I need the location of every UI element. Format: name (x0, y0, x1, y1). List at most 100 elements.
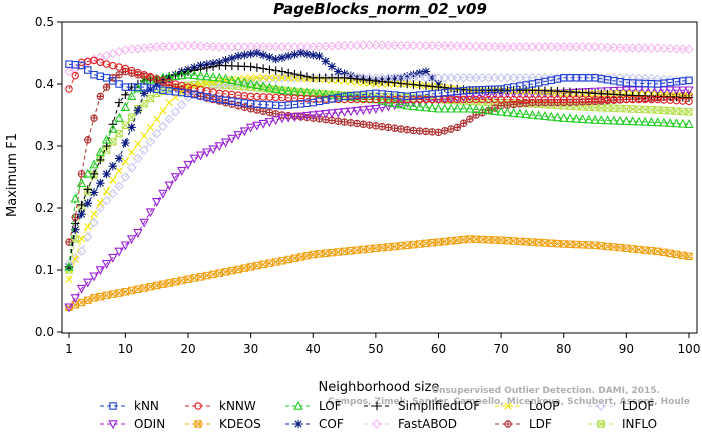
data-point-loop (96, 199, 104, 207)
data-point-lof (170, 71, 181, 80)
data-point-kdeos (434, 238, 443, 246)
data-point-kdeos (140, 284, 148, 292)
data-point-lof (590, 114, 600, 124)
data-point-fastabod (358, 40, 369, 50)
data-point-kdeos (390, 242, 399, 251)
data-point-kdeos (453, 236, 462, 244)
data-point-cof (265, 52, 274, 62)
data-point-odin (302, 111, 312, 121)
data-point-odin (183, 160, 193, 170)
data-point-ldof (496, 73, 506, 83)
data-point-lof (202, 71, 212, 81)
data-point-fastabod (490, 41, 500, 52)
data-point-fastabod (596, 42, 607, 52)
data-point-simplifiedlof (89, 169, 99, 179)
x-tick-label: 60 (431, 342, 446, 356)
data-point-ldof (477, 73, 488, 83)
data-point-ldof (490, 73, 500, 83)
data-point-simplifiedlof (252, 63, 262, 72)
data-point-knn (96, 72, 105, 81)
data-point-fastabod (527, 42, 538, 52)
y-tick-label: 0.1 (35, 263, 54, 277)
data-point-odin (621, 86, 632, 96)
x-tick-label: 70 (493, 342, 508, 356)
data-point-fastabod (389, 40, 400, 51)
data-point-cof (271, 55, 280, 64)
data-point-lof (408, 101, 419, 111)
data-point-kdeos (522, 237, 530, 246)
data-point-knn (77, 61, 86, 70)
data-point-fastabod (195, 41, 206, 51)
data-point-lof (214, 72, 225, 82)
data-point-loop (165, 99, 173, 107)
data-point-simplifiedlof (208, 62, 218, 71)
data-point-kdeos (246, 263, 255, 271)
data-point-lof (239, 77, 250, 87)
legend-marker (109, 402, 117, 410)
legend-label: FastABOD (398, 417, 457, 431)
data-point-ldf (428, 128, 436, 136)
data-point-loop (265, 74, 273, 82)
data-point-fastabod (427, 40, 438, 51)
data-point-odin (314, 110, 325, 120)
data-point-kdeos (315, 250, 324, 258)
data-point-lof (83, 168, 93, 178)
data-point-odin (108, 253, 118, 263)
data-point-kdeos (284, 255, 292, 264)
data-point-cof (71, 225, 80, 234)
data-point-odin (189, 154, 199, 164)
data-point-ldf (422, 127, 430, 136)
data-point-simplifiedlof (415, 81, 424, 90)
data-point-ldof (458, 73, 469, 83)
data-point-ldof (89, 217, 99, 228)
data-point-odin (95, 266, 106, 276)
series-knn (65, 60, 693, 110)
data-point-loop (84, 223, 92, 231)
data-point-kdeos (422, 239, 430, 248)
data-point-kdeos (409, 240, 418, 249)
data-point-ldf (334, 117, 343, 125)
data-point-knnw (65, 85, 73, 93)
data-point-ldf (459, 119, 468, 127)
data-point-lof (414, 101, 425, 111)
legend-marker (372, 401, 382, 411)
data-point-ldf (347, 119, 355, 127)
data-point-lof (402, 100, 412, 110)
data-point-lof (270, 83, 281, 93)
data-point-fastabod (471, 41, 481, 52)
data-point-loop (284, 74, 292, 82)
data-point-cof (121, 138, 130, 148)
data-point-fastabod (577, 42, 588, 52)
data-point-ldof (439, 73, 450, 83)
legend-marker (293, 400, 303, 410)
data-point-fastabod (533, 42, 544, 52)
data-point-odin (158, 189, 168, 199)
data-point-ldof (627, 73, 638, 83)
data-point-odin (584, 88, 594, 97)
data-point-simplifiedlof (346, 74, 356, 83)
data-point-lof (433, 103, 444, 113)
data-point-loop (109, 176, 117, 184)
legend-marker (194, 420, 202, 428)
data-point-cof (290, 50, 299, 59)
data-point-fastabod (208, 41, 218, 52)
legend-item-odin: ODIN (100, 417, 165, 431)
data-point-simplifiedlof (246, 62, 255, 71)
legend-label: LDF (529, 417, 552, 431)
data-point-inflo (115, 129, 123, 138)
data-point-cof (233, 51, 243, 61)
data-point-kdeos (190, 274, 199, 282)
legend-marker (293, 419, 303, 429)
data-point-odin (371, 105, 381, 114)
legend-marker (372, 419, 382, 429)
data-point-odin (333, 108, 344, 118)
data-point-ldf (353, 119, 361, 128)
data-point-lof (427, 103, 437, 112)
data-point-lof (609, 115, 619, 125)
data-point-lof (183, 69, 193, 79)
data-point-odin (296, 112, 306, 122)
data-point-fastabod (483, 41, 494, 52)
data-point-odin (170, 173, 181, 183)
data-point-kdeos (334, 248, 343, 256)
x-tick-label: 30 (243, 342, 258, 356)
